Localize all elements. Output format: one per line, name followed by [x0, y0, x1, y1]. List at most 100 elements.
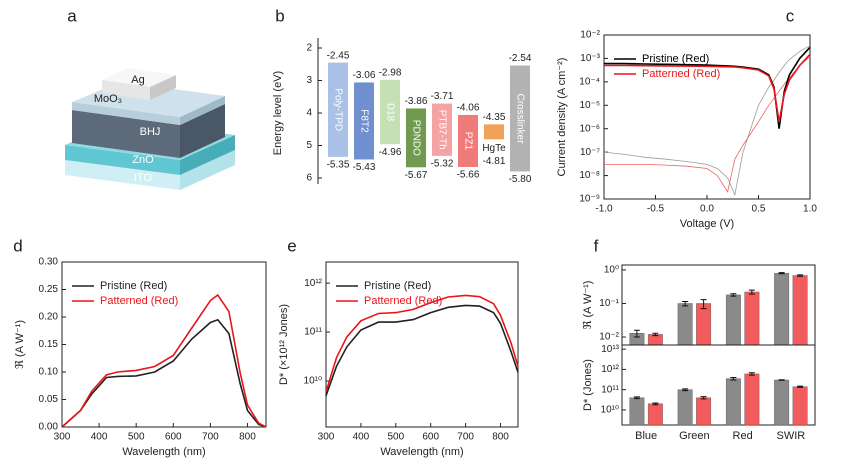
value-label: -3.71 — [431, 91, 454, 102]
error-bar — [797, 385, 804, 388]
x-tick-label: 600 — [422, 432, 439, 443]
series-line — [61, 318, 267, 428]
y-tick-label: 10⁻¹ — [599, 298, 619, 309]
panel-label: f — [594, 236, 599, 255]
y-tick-label: 2 — [306, 43, 312, 54]
y-axis-label: D* (Jones) — [582, 359, 594, 411]
value-label: -3.06 — [353, 70, 376, 81]
x-axis-label: Wavelength (nm) — [122, 446, 205, 458]
value-label: -5.80 — [509, 174, 532, 185]
legend-label: Pristine (Red) — [364, 280, 431, 292]
x-tick-label: -0.5 — [647, 204, 665, 215]
error-bar — [682, 388, 689, 392]
ag-top — [102, 68, 176, 87]
bar — [677, 389, 693, 426]
y-tick-label: 10¹¹ — [304, 327, 322, 338]
value-label: -3.86 — [405, 96, 428, 107]
energy-bar — [458, 114, 478, 167]
panel-label: e — [287, 236, 296, 255]
x-tick-label: 700 — [202, 432, 219, 443]
bhj-front — [72, 110, 180, 158]
value-label: -5.66 — [457, 170, 480, 181]
layer-label: Ag — [131, 74, 144, 86]
x-tick-label: 1.0 — [803, 204, 817, 215]
y-tick-label: 10⁻⁷ — [580, 147, 600, 158]
legend-label: Patterned (Red) — [642, 68, 720, 80]
y-tick-label: 0.15 — [39, 339, 59, 350]
ito-side — [180, 150, 235, 190]
x-tick-label: 800 — [492, 432, 509, 443]
bar — [792, 275, 808, 346]
y-tick-label: 10⁻⁹ — [579, 194, 600, 205]
error-bar — [700, 396, 707, 400]
energy-bar — [510, 65, 530, 172]
moo3-side — [180, 96, 225, 125]
bar — [696, 397, 712, 426]
bar-name: PDNDO — [410, 120, 421, 156]
bar-name: D18 — [384, 103, 395, 122]
y-tick-label: 10¹⁰ — [601, 405, 619, 416]
bar-name: PTB7-Th — [436, 110, 447, 150]
series-line — [325, 304, 519, 397]
layer-label: ZnO — [132, 154, 154, 166]
y-tick-label: 0.10 — [39, 367, 59, 378]
energy-bar — [354, 82, 374, 160]
y-tick-label: 10¹³ — [601, 344, 619, 355]
x-tick-label: Green — [679, 430, 710, 442]
x-tick-label: Red — [733, 430, 753, 442]
y-axis-label: Energy level (eV) — [272, 71, 284, 155]
y-tick-label: 10⁻² — [580, 30, 600, 41]
error-bar — [633, 329, 640, 338]
x-tick-label: Blue — [635, 430, 657, 442]
error-bar — [652, 402, 659, 406]
value-label: -4.81 — [483, 156, 506, 167]
error-bar — [797, 274, 804, 277]
energy-bar — [484, 124, 504, 140]
x-tick-label: 600 — [165, 432, 182, 443]
y-tick-label: 10⁻³ — [580, 53, 600, 64]
legend-label: Pristine (Red) — [100, 280, 167, 292]
y-tick-label: 0.05 — [39, 394, 59, 405]
y-tick-label: 10⁻⁸ — [579, 170, 600, 181]
x-tick-label: 700 — [457, 432, 474, 443]
legend-label: Pristine (Red) — [642, 53, 709, 65]
value-label: -2.45 — [327, 50, 350, 61]
y-tick-label: 3 — [306, 75, 312, 86]
x-tick-label: SWIR — [777, 430, 806, 442]
x-tick-label: 400 — [91, 432, 108, 443]
plot-frame — [325, 261, 519, 428]
bar — [725, 378, 741, 426]
y-tick-label: 10⁻⁶ — [579, 123, 600, 134]
bar — [629, 397, 645, 426]
panel-label: a — [67, 6, 77, 25]
y-tick-label: 4 — [306, 108, 312, 119]
x-tick-label: 500 — [128, 432, 145, 443]
bar-name: PZ1 — [462, 132, 473, 151]
panel-label: c — [786, 6, 795, 25]
error-bar — [700, 299, 707, 310]
x-tick-label: 300 — [54, 432, 71, 443]
y-axis-label: Current density (A cm⁻²) — [556, 58, 568, 177]
layer-label: BHJ — [140, 126, 161, 138]
y-tick-label: 10⁻² — [599, 332, 619, 343]
y-tick-label: 5 — [306, 140, 312, 151]
x-tick-label: 500 — [387, 432, 404, 443]
bar — [696, 303, 712, 346]
energy-bar — [328, 62, 348, 157]
series-line — [604, 53, 811, 122]
bar-name: HgTe — [482, 143, 506, 154]
energy-bar — [380, 79, 400, 145]
ag-side — [150, 75, 176, 100]
x-tick-label: -1.0 — [595, 204, 613, 215]
ag-front — [102, 80, 150, 100]
error-bar — [682, 300, 689, 307]
bar-name: Crosslinker — [514, 94, 525, 145]
x-tick-label: 300 — [318, 432, 335, 443]
bar — [725, 294, 741, 346]
value-label: -2.54 — [509, 53, 532, 64]
value-label: -5.43 — [353, 162, 376, 173]
x-tick-label: 0.5 — [752, 204, 766, 215]
value-label: -5.35 — [327, 160, 350, 171]
x-tick-label: 400 — [353, 432, 370, 443]
y-axis-label: D* (×10¹² Jones) — [278, 304, 290, 385]
